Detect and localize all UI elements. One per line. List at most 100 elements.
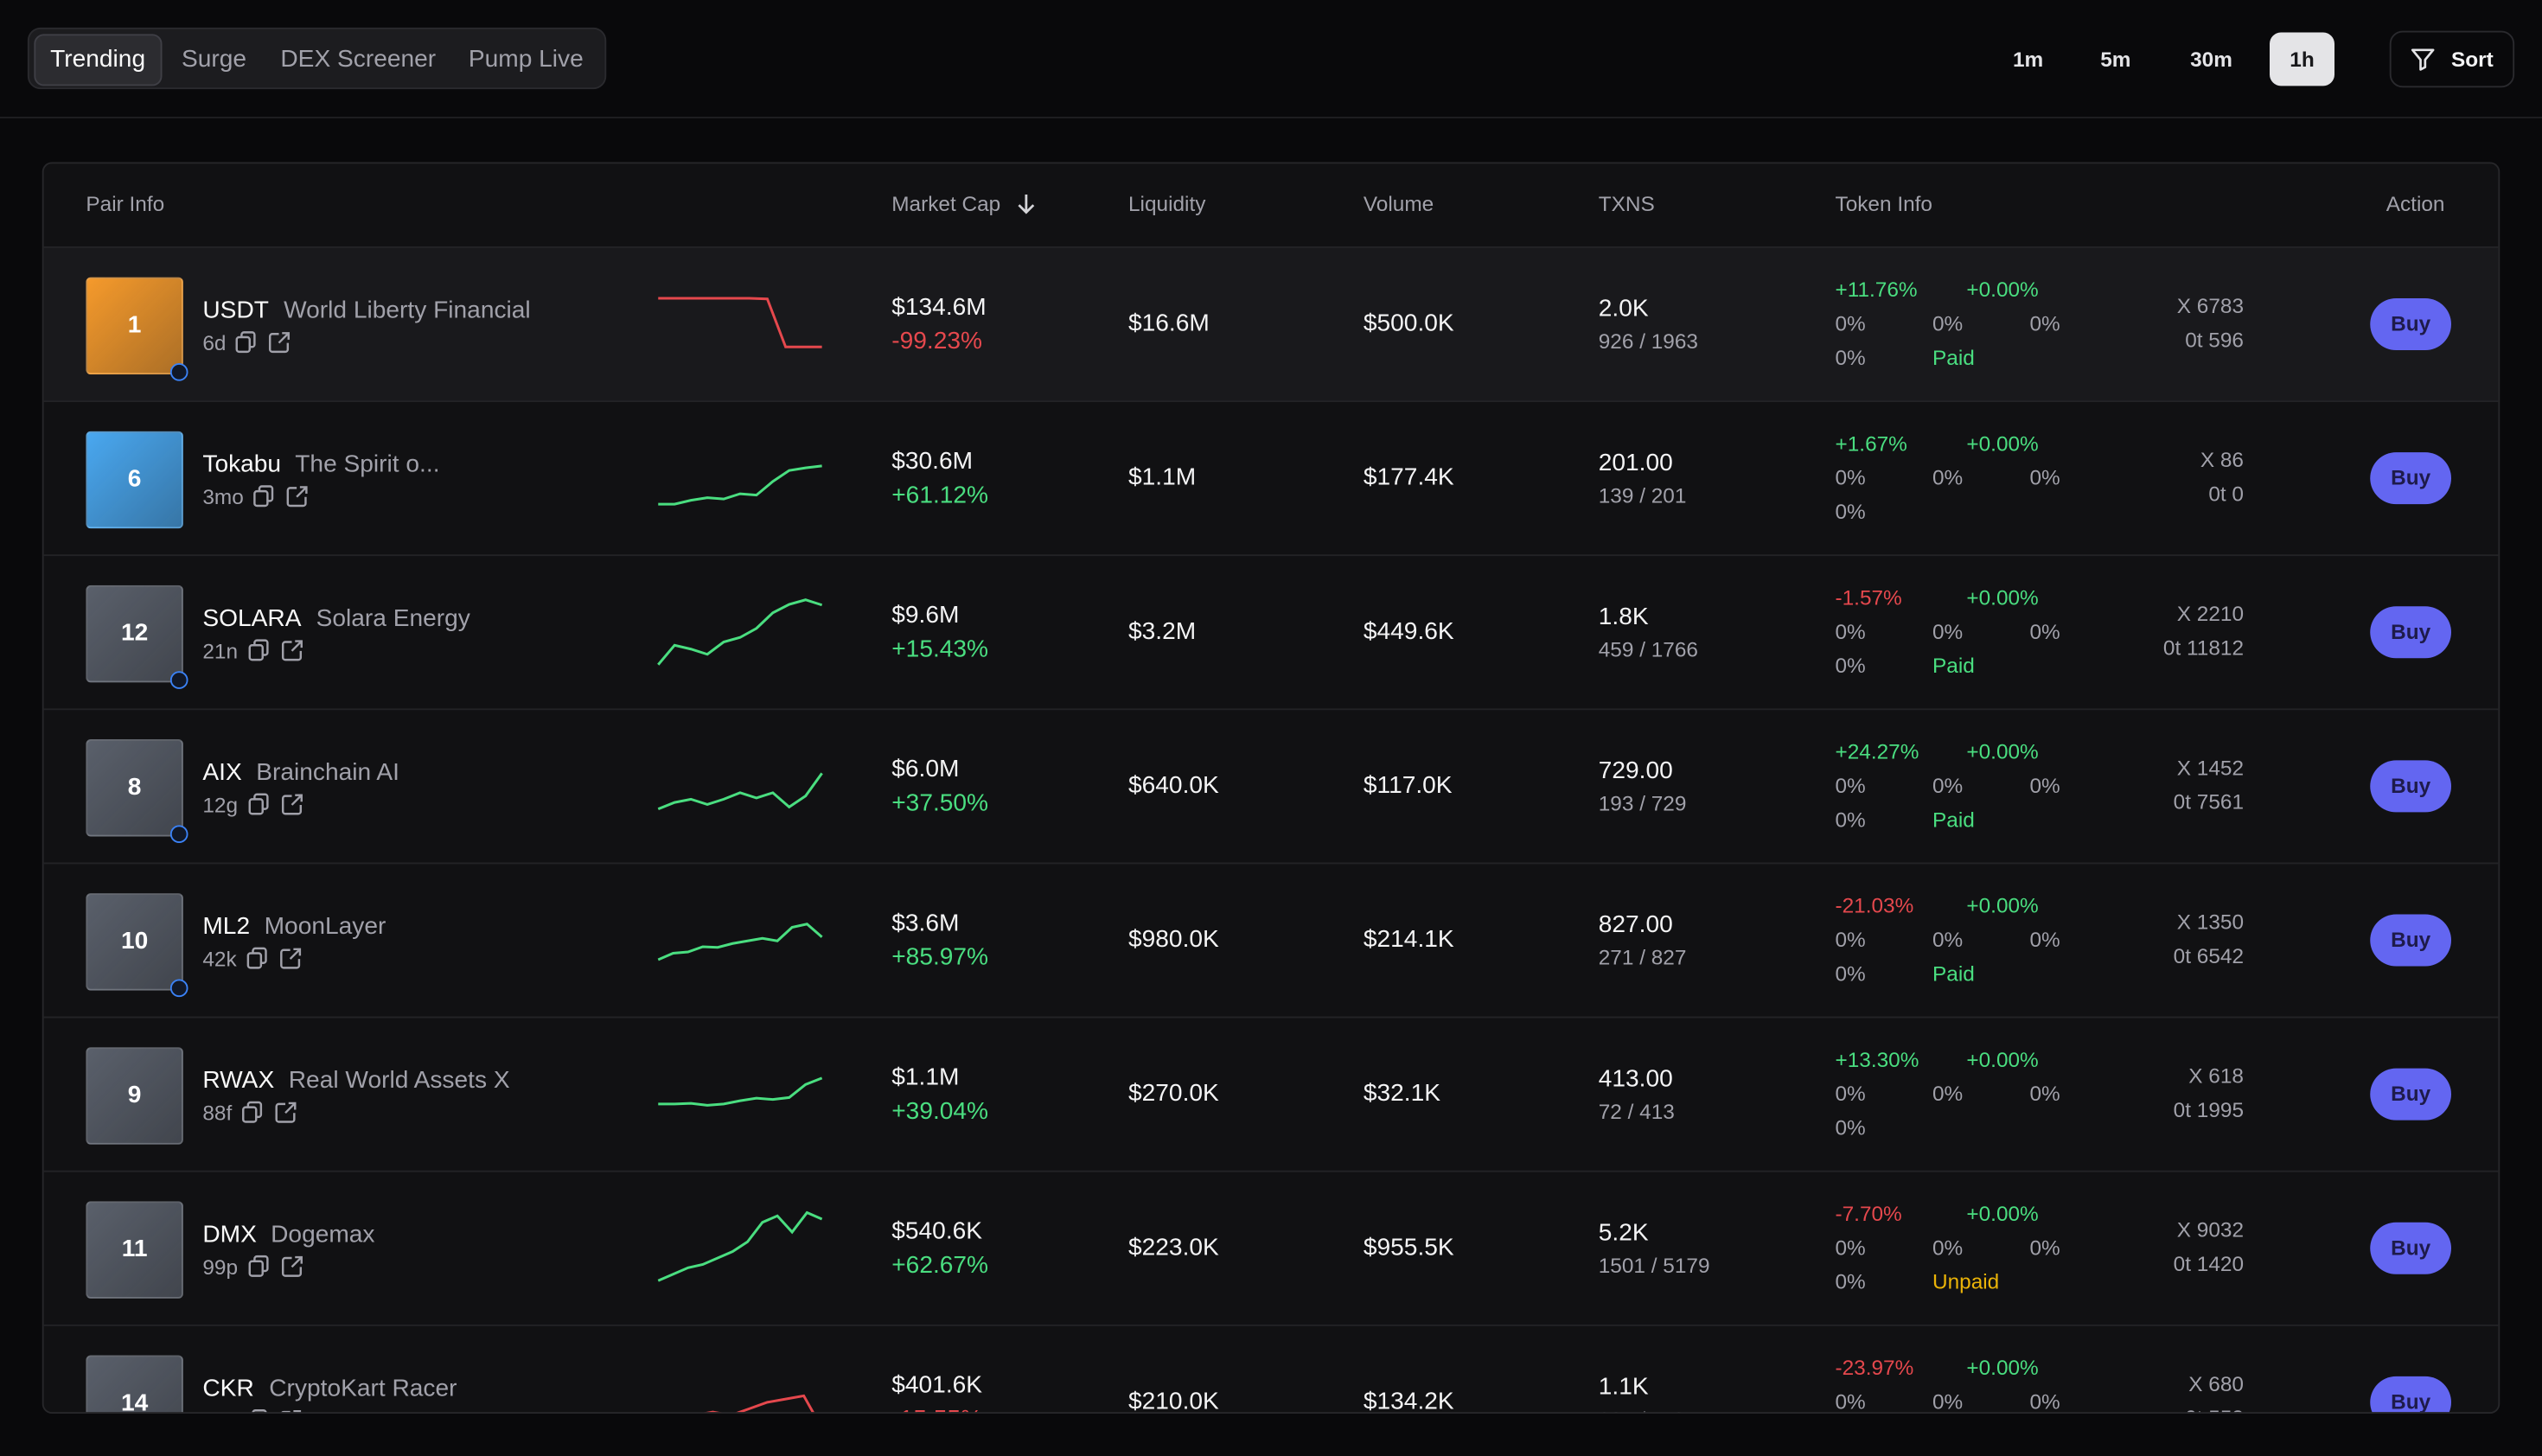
ot-count: 0t 1995 [2173, 1097, 2244, 1122]
sort-arrow-icon [1015, 193, 1038, 224]
token-age: 99p [202, 1255, 239, 1280]
liquidity: $16.6M [1128, 310, 1210, 337]
timeframe-button[interactable]: 5m [2100, 47, 2131, 72]
token-stat: 0% [1835, 1269, 1866, 1294]
token-change-2: +0.00% [1966, 1355, 2039, 1380]
x-count: X 618 [2188, 1063, 2244, 1089]
token-change-2: +0.00% [1966, 893, 2039, 918]
sparkline [705, 1394, 814, 1413]
txns-split: 271 / 827 [1598, 945, 1687, 970]
token-change: -1.57% [1835, 584, 1902, 610]
buy-button[interactable]: Buy [2370, 606, 2451, 659]
txns: 413.00 [1598, 1064, 1673, 1093]
table-row[interactable]: 14 CKR CryptoKart Racer 77s $401.6K -15.55% $2… [43, 1324, 2499, 1414]
txns-split: 459 / 1766 [1598, 636, 1698, 661]
x-count: X 1350 [2176, 909, 2244, 934]
timeframe-button[interactable]: 30m [2190, 47, 2232, 72]
table-row[interactable]: 10 ML2 MoonLayer 42k $3.6M +85.97% $980.0K $214… [43, 862, 2499, 1017]
volume: $134.2K [1363, 1388, 1454, 1414]
buy-button[interactable]: Buy [2370, 1068, 2451, 1121]
sparkline-path [657, 923, 823, 961]
token-avatar: 14 [86, 1355, 183, 1413]
token-name: Brainchain AI [256, 758, 399, 787]
token-change-2: +0.00% [1966, 431, 2039, 456]
token-change: +24.27% [1835, 739, 1919, 764]
filter-icon [2411, 48, 2435, 71]
market-cap: $540.6K [891, 1217, 983, 1245]
token-age: 88f [202, 1101, 233, 1126]
tab[interactable]: Pump Live [468, 45, 584, 73]
buy-button[interactable]: Buy [2370, 1222, 2451, 1274]
token-table: Pair Info Market Cap Liquidity Volume TXNS To… [42, 162, 2500, 1414]
x-count: X 2210 [2176, 601, 2244, 626]
token-stat: 0% [1835, 1115, 1866, 1140]
table-row[interactable]: 9 RWAX Real World Assets X 88f $1.1M +39.04% $… [43, 1016, 2499, 1171]
paid-status: Paid [1932, 961, 1975, 986]
token-stat: 0% [1932, 1235, 1964, 1260]
liquidity: $270.0K [1128, 1079, 1219, 1108]
buy-button[interactable]: Buy [2370, 914, 2451, 967]
token-age: 77s [202, 1408, 236, 1412]
column-header[interactable]: Market Cap [891, 191, 1001, 216]
tab[interactable]: Surge [182, 45, 247, 73]
sort-button[interactable]: Sort [2389, 30, 2515, 88]
ot-count: 0t 6542 [2173, 943, 2244, 968]
token-age: 21n [202, 638, 239, 663]
ot-count: 0t 1420 [2173, 1251, 2244, 1276]
txns: 5.2K [1598, 1219, 1649, 1247]
column-header: Pair Info [86, 191, 165, 216]
buy-button[interactable]: Buy [2370, 298, 2451, 350]
table-row[interactable]: 6 Tokabu The Spirit o... 3mo $30.6M +61.12% $1… [43, 400, 2499, 554]
ot-count: 0t 596 [2185, 327, 2244, 352]
token-avatar: 9 [86, 1047, 183, 1145]
txns: 2.0K [1598, 295, 1649, 323]
table-row[interactable]: 8 AIX Brainchain AI 12g $6.0M +37.50% $640.0K $… [43, 708, 2499, 862]
txns-split: 926 / 1963 [1598, 329, 1698, 354]
market-cap-change: +62.67% [891, 1251, 989, 1280]
token-stat: 0% [1835, 1389, 1866, 1414]
table-row[interactable]: 11 DMX Dogemax 99p $540.6K +62.67% $223.0K $955… [43, 1170, 2499, 1325]
market-cap: $9.6M [891, 601, 960, 629]
token-stat: 0% [2029, 1235, 2060, 1260]
txns: 827.00 [1598, 910, 1673, 939]
market-cap: $134.6M [891, 293, 987, 322]
token-icons [241, 1101, 306, 1132]
token-stat: 0% [1835, 619, 1866, 644]
token-stat: 0% [2029, 1389, 2060, 1414]
column-header: Action [2386, 191, 2445, 216]
timeframe-button[interactable]: 1h [2270, 32, 2334, 86]
liquidity: $210.0K [1128, 1388, 1219, 1414]
buy-button[interactable]: Buy [2370, 452, 2451, 505]
liquidity: $3.2M [1128, 617, 1197, 646]
liquidity: $640.0K [1128, 771, 1219, 800]
token-change-2: +0.00% [1966, 277, 2039, 302]
token-icons [246, 947, 311, 978]
ot-count: 0t 11812 [2162, 635, 2244, 661]
timeframe-button[interactable]: 1m [2012, 47, 2044, 72]
market-cap-change: +15.43% [891, 635, 989, 663]
buy-button[interactable]: Buy [2370, 1376, 2451, 1413]
tab[interactable]: Trending [34, 34, 162, 86]
volume: $449.6K [1363, 617, 1454, 646]
table-row[interactable]: 12 SOLARA Solara Energy 21n $9.6M +15.43% $3.2… [43, 554, 2499, 708]
verified-badge [169, 363, 188, 381]
sparkline-path [658, 297, 822, 348]
txns: 729.00 [1598, 757, 1673, 785]
sparkline [657, 923, 823, 961]
token-symbol: DMX [202, 1220, 257, 1248]
sparkline-path [705, 1394, 814, 1413]
market-cap: $401.6K [891, 1371, 983, 1400]
token-avatar: 6 [86, 431, 183, 529]
verified-badge [169, 825, 188, 843]
buy-button[interactable]: Buy [2370, 760, 2451, 813]
token-name: Solara Energy [316, 604, 470, 633]
table-row[interactable]: 1 USDT World Liberty Financial 6d $134.6M -99… [43, 246, 2499, 401]
txns-split: 193 / 729 [1598, 791, 1687, 816]
sparkline [657, 1210, 823, 1282]
paid-status: Paid [1932, 807, 1975, 832]
sparkline-path [657, 772, 823, 811]
token-stat: 0% [2029, 465, 2060, 490]
tab[interactable]: DEX Screener [280, 45, 437, 73]
token-stat: 0% [1932, 1389, 1964, 1414]
token-symbol: RWAX [202, 1066, 275, 1095]
